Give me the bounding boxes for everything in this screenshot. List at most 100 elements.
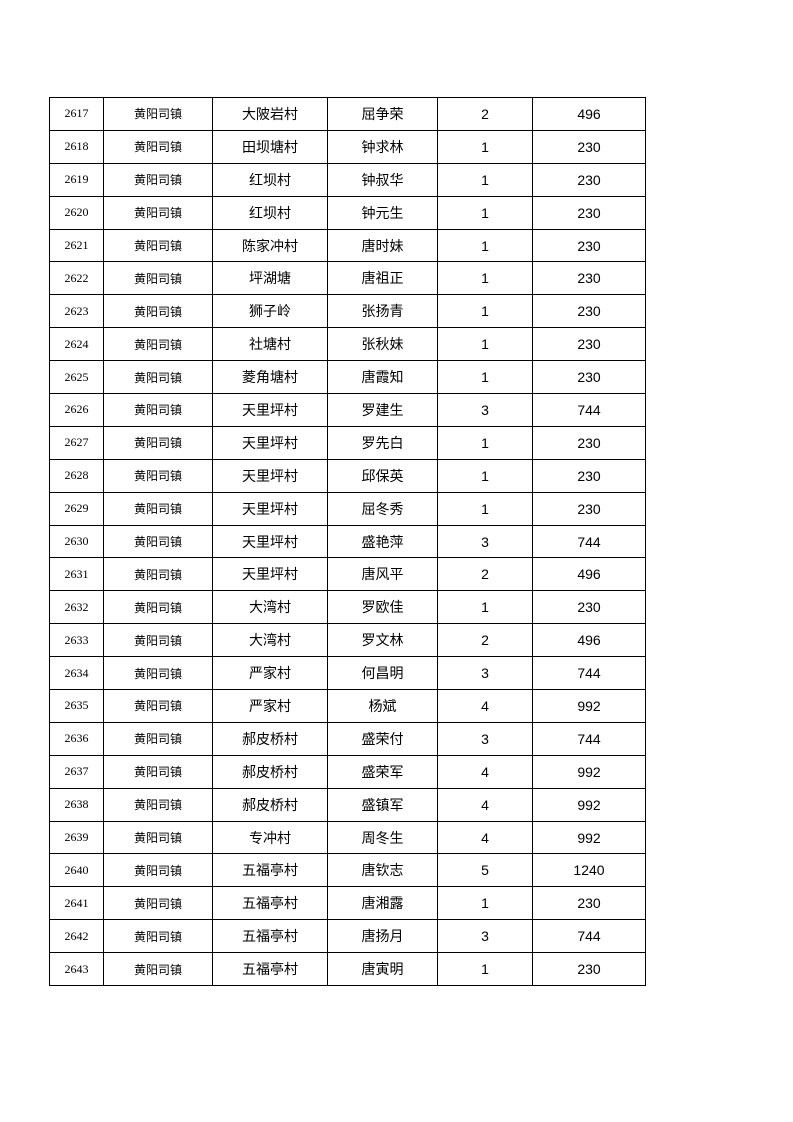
amount-cell: 230: [532, 195, 646, 230]
count-cell: 2: [437, 97, 533, 131]
village-cell: 严家村: [212, 656, 328, 691]
town-cell: 黄阳司镇: [103, 886, 213, 921]
name-cell: 唐时妹: [327, 228, 438, 263]
amount-cell: 230: [532, 294, 646, 329]
serial-number-cell: 2635: [49, 689, 104, 723]
village-cell: 田坝塘村: [212, 129, 328, 164]
table-row: 2632 黄阳司镇 大湾村 罗欧佳 1 230: [49, 590, 646, 625]
serial-number-cell: 2628: [49, 458, 104, 493]
town-cell: 黄阳司镇: [103, 228, 213, 263]
amount-cell: 992: [532, 754, 646, 789]
serial-number-cell: 2627: [49, 425, 104, 460]
amount-cell: 992: [532, 689, 646, 723]
table-row: 2642 黄阳司镇 五福亭村 唐扬月 3 744: [49, 919, 646, 954]
village-cell: 天里坪村: [212, 491, 328, 526]
town-cell: 黄阳司镇: [103, 820, 213, 855]
table-row: 2630 黄阳司镇 天里坪村 盛艳萍 3 744: [49, 524, 646, 559]
table-row: 2639 黄阳司镇 专冲村 周冬生 4 992: [49, 820, 646, 855]
count-cell: 1: [437, 162, 533, 197]
town-cell: 黄阳司镇: [103, 623, 213, 658]
count-cell: 3: [437, 656, 533, 691]
name-cell: 钟元生: [327, 195, 438, 230]
serial-number-cell: 2630: [49, 524, 104, 559]
village-cell: 五福亭村: [212, 853, 328, 888]
village-cell: 天里坪村: [212, 524, 328, 559]
records-table: 2617 黄阳司镇 大陂岩村 屈争荣 2 496 2618 黄阳司镇 田坝塘村 钟求林 1 230 26…: [49, 97, 646, 987]
name-cell: 盛荣军: [327, 754, 438, 789]
count-cell: 1: [437, 425, 533, 460]
village-cell: 陈家冲村: [212, 228, 328, 263]
serial-number-cell: 2638: [49, 787, 104, 822]
town-cell: 黄阳司镇: [103, 425, 213, 460]
table-row: 2643 黄阳司镇 五福亭村 唐寅明 1 230: [49, 952, 646, 987]
name-cell: 钟求林: [327, 129, 438, 164]
count-cell: 1: [437, 228, 533, 263]
town-cell: 黄阳司镇: [103, 491, 213, 526]
name-cell: 罗建生: [327, 393, 438, 427]
village-cell: 五福亭村: [212, 952, 328, 987]
amount-cell: 230: [532, 425, 646, 460]
village-cell: 五福亭村: [212, 919, 328, 954]
serial-number-cell: 2634: [49, 656, 104, 691]
table-row: 2628 黄阳司镇 天里坪村 邱保英 1 230: [49, 458, 646, 493]
amount-cell: 230: [532, 886, 646, 921]
count-cell: 1: [437, 886, 533, 921]
serial-number-cell: 2641: [49, 886, 104, 921]
amount-cell: 230: [532, 129, 646, 164]
amount-cell: 496: [532, 97, 646, 131]
town-cell: 黄阳司镇: [103, 919, 213, 954]
name-cell: 唐风平: [327, 557, 438, 592]
serial-number-cell: 2629: [49, 491, 104, 526]
name-cell: 唐寅明: [327, 952, 438, 987]
table-row: 2617 黄阳司镇 大陂岩村 屈争荣 2 496: [49, 97, 646, 131]
table-row: 2635 黄阳司镇 严家村 杨斌 4 992: [49, 689, 646, 723]
table-row: 2633 黄阳司镇 大湾村 罗文林 2 496: [49, 623, 646, 658]
table-row: 2637 黄阳司镇 郝皮桥村 盛荣军 4 992: [49, 754, 646, 789]
name-cell: 唐钦志: [327, 853, 438, 888]
village-cell: 专冲村: [212, 820, 328, 855]
count-cell: 2: [437, 557, 533, 592]
name-cell: 屈争荣: [327, 97, 438, 131]
count-cell: 3: [437, 919, 533, 954]
count-cell: 5: [437, 853, 533, 888]
table-row: 2620 黄阳司镇 红坝村 钟元生 1 230: [49, 195, 646, 230]
name-cell: 张扬青: [327, 294, 438, 329]
amount-cell: 230: [532, 590, 646, 625]
serial-number-cell: 2632: [49, 590, 104, 625]
name-cell: 周冬生: [327, 820, 438, 855]
table-row: 2631 黄阳司镇 天里坪村 唐风平 2 496: [49, 557, 646, 592]
name-cell: 唐祖正: [327, 261, 438, 296]
town-cell: 黄阳司镇: [103, 787, 213, 822]
town-cell: 黄阳司镇: [103, 458, 213, 493]
town-cell: 黄阳司镇: [103, 129, 213, 164]
amount-cell: 496: [532, 557, 646, 592]
village-cell: 大湾村: [212, 590, 328, 625]
count-cell: 3: [437, 524, 533, 559]
name-cell: 罗先白: [327, 425, 438, 460]
village-cell: 郝皮桥村: [212, 721, 328, 756]
town-cell: 黄阳司镇: [103, 721, 213, 756]
town-cell: 黄阳司镇: [103, 952, 213, 987]
table-row: 2627 黄阳司镇 天里坪村 罗先白 1 230: [49, 425, 646, 460]
table-row: 2619 黄阳司镇 红坝村 钟叔华 1 230: [49, 162, 646, 197]
village-cell: 天里坪村: [212, 425, 328, 460]
amount-cell: 230: [532, 162, 646, 197]
serial-number-cell: 2624: [49, 327, 104, 362]
amount-cell: 230: [532, 360, 646, 395]
village-cell: 郝皮桥村: [212, 787, 328, 822]
name-cell: 唐扬月: [327, 919, 438, 954]
amount-cell: 744: [532, 393, 646, 427]
name-cell: 盛镇军: [327, 787, 438, 822]
table-row: 2636 黄阳司镇 郝皮桥村 盛荣付 3 744: [49, 721, 646, 756]
village-cell: 天里坪村: [212, 557, 328, 592]
count-cell: 1: [437, 261, 533, 296]
village-cell: 郝皮桥村: [212, 754, 328, 789]
amount-cell: 230: [532, 228, 646, 263]
name-cell: 盛荣付: [327, 721, 438, 756]
serial-number-cell: 2637: [49, 754, 104, 789]
table-row: 2622 黄阳司镇 坪湖塘 唐祖正 1 230: [49, 261, 646, 296]
count-cell: 2: [437, 623, 533, 658]
serial-number-cell: 2633: [49, 623, 104, 658]
table-row: 2629 黄阳司镇 天里坪村 屈冬秀 1 230: [49, 491, 646, 526]
serial-number-cell: 2636: [49, 721, 104, 756]
